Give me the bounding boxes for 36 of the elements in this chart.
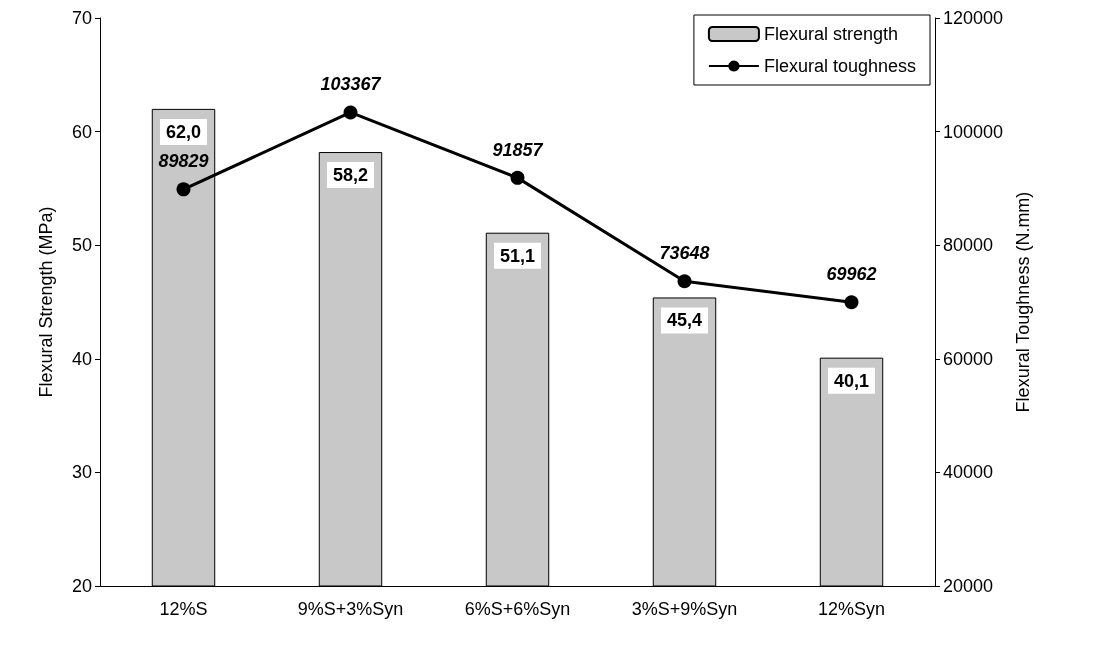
y-tick-label: 40 xyxy=(71,348,92,369)
y-tick-label: 20 xyxy=(71,576,92,596)
y-tick-label: 30 xyxy=(71,462,92,483)
y2-tick-label: 120000 xyxy=(943,8,1004,28)
y2-tick-label: 20000 xyxy=(943,576,994,596)
x-tick-label: 9%S+3%Syn xyxy=(297,599,404,619)
point xyxy=(844,295,859,310)
data-label: 62,0 xyxy=(165,121,202,142)
data-label: 91857 xyxy=(492,139,544,160)
data-label: 58,2 xyxy=(332,165,369,186)
data-label: 45,4 xyxy=(666,310,703,331)
legend-label: Flexural strength xyxy=(763,24,898,44)
x-tick-label: 3%S+9%Syn xyxy=(631,599,738,619)
x-tick-label: 12%S xyxy=(159,599,208,619)
y2-tick-label: 100000 xyxy=(943,121,1004,142)
data-label: 40,1 xyxy=(833,370,870,391)
x-tick-label: 12%Syn xyxy=(817,599,886,619)
point xyxy=(343,105,358,120)
point xyxy=(677,274,692,289)
data-label: 73648 xyxy=(659,243,710,264)
y2-tick-label: 60000 xyxy=(943,348,994,369)
y-axis-title: Flexural Strength (MPa) xyxy=(36,206,56,398)
y-tick-label: 60 xyxy=(71,121,92,142)
y2-axis-title: Flexural Toughness (N.mm) xyxy=(1012,191,1033,413)
data-label: 89829 xyxy=(158,151,209,172)
data-label: 103367 xyxy=(320,74,382,95)
point xyxy=(510,170,525,185)
y2-tick-label: 40000 xyxy=(943,462,994,483)
x-tick-label: 6%S+6%Syn xyxy=(464,599,571,619)
y-tick-label: 70 xyxy=(71,8,92,28)
y2-tick-label: 80000 xyxy=(943,235,994,256)
data-label: 69962 xyxy=(826,264,877,285)
legend-label: Flexural toughness xyxy=(763,56,917,76)
point xyxy=(176,182,191,197)
data-label: 51,1 xyxy=(499,245,536,266)
y-tick-label: 50 xyxy=(71,235,92,256)
